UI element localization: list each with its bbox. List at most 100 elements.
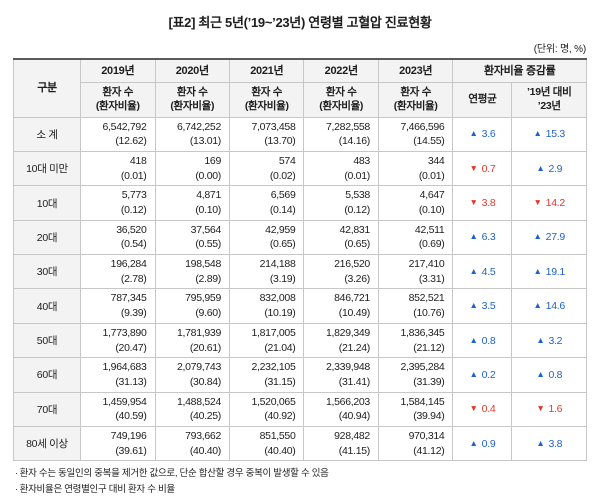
subheader-2023: 환자 수 (환자비율): [377, 82, 454, 118]
annual-change-cell: ▲ 0.8: [452, 322, 513, 359]
annual-change-cell: ▲ 3.5: [452, 288, 513, 324]
patient-count: 5,538: [345, 189, 370, 202]
patient-count: 793,662: [185, 429, 221, 442]
patient-count-cell: 42,831 (0.65): [303, 219, 379, 256]
patient-count: 7,282,558: [325, 120, 370, 133]
patient-count: 198,548: [185, 258, 221, 271]
annual-change-cell: ▼ 0.4: [452, 391, 513, 427]
vs-2019-change-cell: ▼ 1.6: [511, 391, 587, 427]
table-row: 10대 5,773 (0.12) 4,871 (0.10) 6,569 (0.14) 5,53…: [12, 185, 587, 221]
patient-ratio: (31.13): [115, 375, 147, 388]
row-label: 60대: [12, 357, 82, 393]
up-triangle-icon: ▲: [533, 300, 542, 311]
col-header-2023: 2023년: [377, 58, 454, 84]
table-row: 30대 196,284 (2.78) 198,548 (2.89) 214,188 (3.1…: [12, 254, 587, 290]
patient-ratio: (41.12): [413, 444, 445, 457]
patient-count-cell: 928,482 (41.15): [303, 425, 379, 462]
patient-count: 2,232,105: [251, 361, 296, 374]
change-value: 14.2: [545, 197, 566, 210]
patient-count-cell: 1,836,345 (21.12): [377, 322, 454, 359]
col-header-2020: 2020년: [154, 58, 231, 84]
patient-count: 42,959: [265, 223, 296, 236]
subheader-line2: (환자비율): [95, 99, 140, 112]
subheader-line2: (환자비율): [393, 99, 438, 112]
col-header-gubun: 구분: [12, 58, 82, 118]
patient-count-cell: 1,781,939 (20.61): [154, 322, 231, 359]
patient-ratio: (0.65): [344, 238, 370, 251]
subheader-2019: 환자 수 (환자비율): [80, 82, 156, 118]
vs-header-line2: ’23년: [537, 99, 561, 112]
patient-count-cell: 852,521 (10.76): [377, 288, 454, 324]
patient-count-cell: 7,073,458 (13.70): [228, 116, 305, 152]
patient-ratio: (21.12): [413, 341, 445, 354]
subheader-line2: (환자비율): [319, 99, 364, 112]
table-row: 40대 787,345 (9.39) 795,959 (9.60) 832,008 (10.…: [12, 288, 587, 324]
patient-count: 787,345: [110, 292, 147, 305]
vs-2019-change-cell: ▲ 2.9: [511, 150, 587, 187]
patient-count: 42,511: [414, 223, 445, 236]
row-label: 70대: [12, 391, 82, 427]
patient-ratio: (41.15): [338, 444, 370, 457]
patient-ratio: (31.39): [413, 375, 445, 388]
footnotes: ∙ 환자 수는 동일인의 중복을 제거한 값으로, 단순 합산할 경우 중복이 …: [13, 466, 587, 497]
patient-ratio: (3.31): [418, 272, 445, 285]
change-value: 6.3: [481, 231, 496, 244]
patient-count-cell: 832,008 (10.19): [228, 288, 305, 324]
patient-ratio: (39.61): [115, 444, 147, 457]
patient-count: 36,520: [116, 223, 147, 236]
patient-ratio: (14.16): [338, 135, 370, 148]
patient-count: 1,829,349: [325, 326, 370, 339]
table-row: 소 계 6,542,792 (12.62) 6,742,252 (13.01) 7,073…: [12, 116, 587, 152]
down-triangle-icon: ▼: [536, 403, 545, 414]
patient-count-cell: 851,550 (40.40): [228, 425, 305, 462]
patient-count: 216,520: [334, 258, 370, 271]
patient-ratio: (2.78): [120, 272, 147, 285]
patient-count-cell: 418 (0.01): [80, 150, 156, 187]
patient-count: 2,395,284: [400, 361, 445, 374]
row-label: 10대: [12, 185, 82, 221]
patient-count: 928,482: [334, 429, 370, 442]
patient-ratio: (0.14): [269, 204, 296, 217]
patient-count: 6,542,792: [102, 120, 147, 133]
change-value: 3.6: [481, 128, 496, 141]
annual-change-cell: ▲ 6.3: [452, 219, 513, 256]
patient-count: 1,520,065: [251, 395, 296, 408]
subheader-line1: 환자 수: [400, 86, 432, 99]
table-row: 80세 이상 749,196 (39.61) 793,662 (40.40) 851,55…: [12, 425, 587, 462]
change-value: 2.9: [548, 162, 563, 175]
patient-count: 42,831: [339, 223, 371, 236]
change-value: 14.6: [545, 300, 566, 313]
subheader-line2: (환자비율): [170, 99, 215, 112]
patient-ratio: (0.01): [120, 169, 147, 182]
vs-2019-change-cell: ▼ 14.2: [511, 185, 587, 221]
change-value: 0.4: [481, 403, 496, 416]
subheader-2020: 환자 수 (환자비율): [154, 82, 231, 118]
patient-ratio: (13.70): [264, 135, 296, 148]
down-triangle-icon: ▼: [469, 403, 478, 414]
patient-count-cell: 483 (0.01): [303, 150, 379, 187]
patient-count-cell: 749,196 (39.61): [80, 425, 156, 462]
patient-ratio: (40.59): [115, 410, 147, 423]
patient-count: 1,584,145: [400, 395, 445, 408]
up-triangle-icon: ▲: [469, 231, 478, 242]
vs-2019-change-cell: ▲ 19.1: [511, 254, 587, 290]
vs-header-line1: ’19년 대비: [527, 86, 572, 99]
vs-2019-change-cell: ▲ 3.2: [511, 322, 587, 359]
patient-count-cell: 196,284 (2.78): [80, 254, 156, 290]
annual-change-cell: ▲ 0.9: [452, 425, 513, 462]
patient-count: 217,410: [408, 258, 445, 271]
table-row: 60대 1,964,683 (31.13) 2,079,743 (30.84) 2,232…: [12, 357, 587, 393]
patient-ratio: (0.01): [344, 169, 370, 182]
vs-2019-change-cell: ▲ 3.8: [511, 425, 587, 462]
vs-2019-change-cell: ▲ 14.6: [511, 288, 587, 324]
patient-count-cell: 198,548 (2.89): [154, 254, 231, 290]
patient-count: 795,959: [185, 292, 221, 305]
patient-ratio: (0.02): [269, 169, 296, 182]
subheader-line1: 환자 수: [325, 86, 357, 99]
patient-count: 852,521: [408, 292, 445, 305]
annual-change-cell: ▲ 0.2: [452, 357, 513, 393]
patient-count-cell: 5,773 (0.12): [80, 185, 156, 221]
patient-count-cell: 5,538 (0.12): [303, 185, 379, 221]
change-value: 3.2: [548, 334, 563, 347]
patient-count-cell: 1,829,349 (21.24): [303, 322, 379, 359]
